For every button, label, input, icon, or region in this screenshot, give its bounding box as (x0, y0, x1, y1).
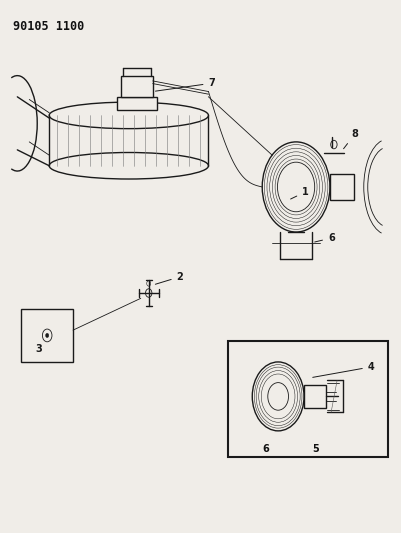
Text: 1: 1 (291, 187, 309, 199)
Circle shape (46, 333, 49, 337)
Text: 3: 3 (35, 344, 42, 354)
FancyBboxPatch shape (304, 385, 326, 408)
Text: 6: 6 (315, 233, 335, 243)
Text: 7: 7 (156, 78, 215, 91)
Circle shape (262, 142, 330, 232)
Text: 6: 6 (262, 444, 269, 454)
Text: 2: 2 (155, 272, 183, 284)
Circle shape (146, 289, 152, 297)
FancyBboxPatch shape (121, 76, 153, 97)
Circle shape (268, 383, 288, 410)
Circle shape (331, 140, 337, 149)
Text: 4: 4 (313, 362, 375, 377)
FancyBboxPatch shape (117, 97, 157, 110)
Circle shape (277, 162, 315, 212)
Text: 8: 8 (344, 128, 359, 149)
FancyBboxPatch shape (330, 174, 354, 200)
Circle shape (252, 362, 304, 431)
FancyBboxPatch shape (229, 341, 388, 457)
Text: 5: 5 (312, 444, 319, 454)
Text: 90105 1100: 90105 1100 (13, 20, 85, 33)
Ellipse shape (49, 152, 209, 179)
FancyBboxPatch shape (21, 309, 73, 362)
